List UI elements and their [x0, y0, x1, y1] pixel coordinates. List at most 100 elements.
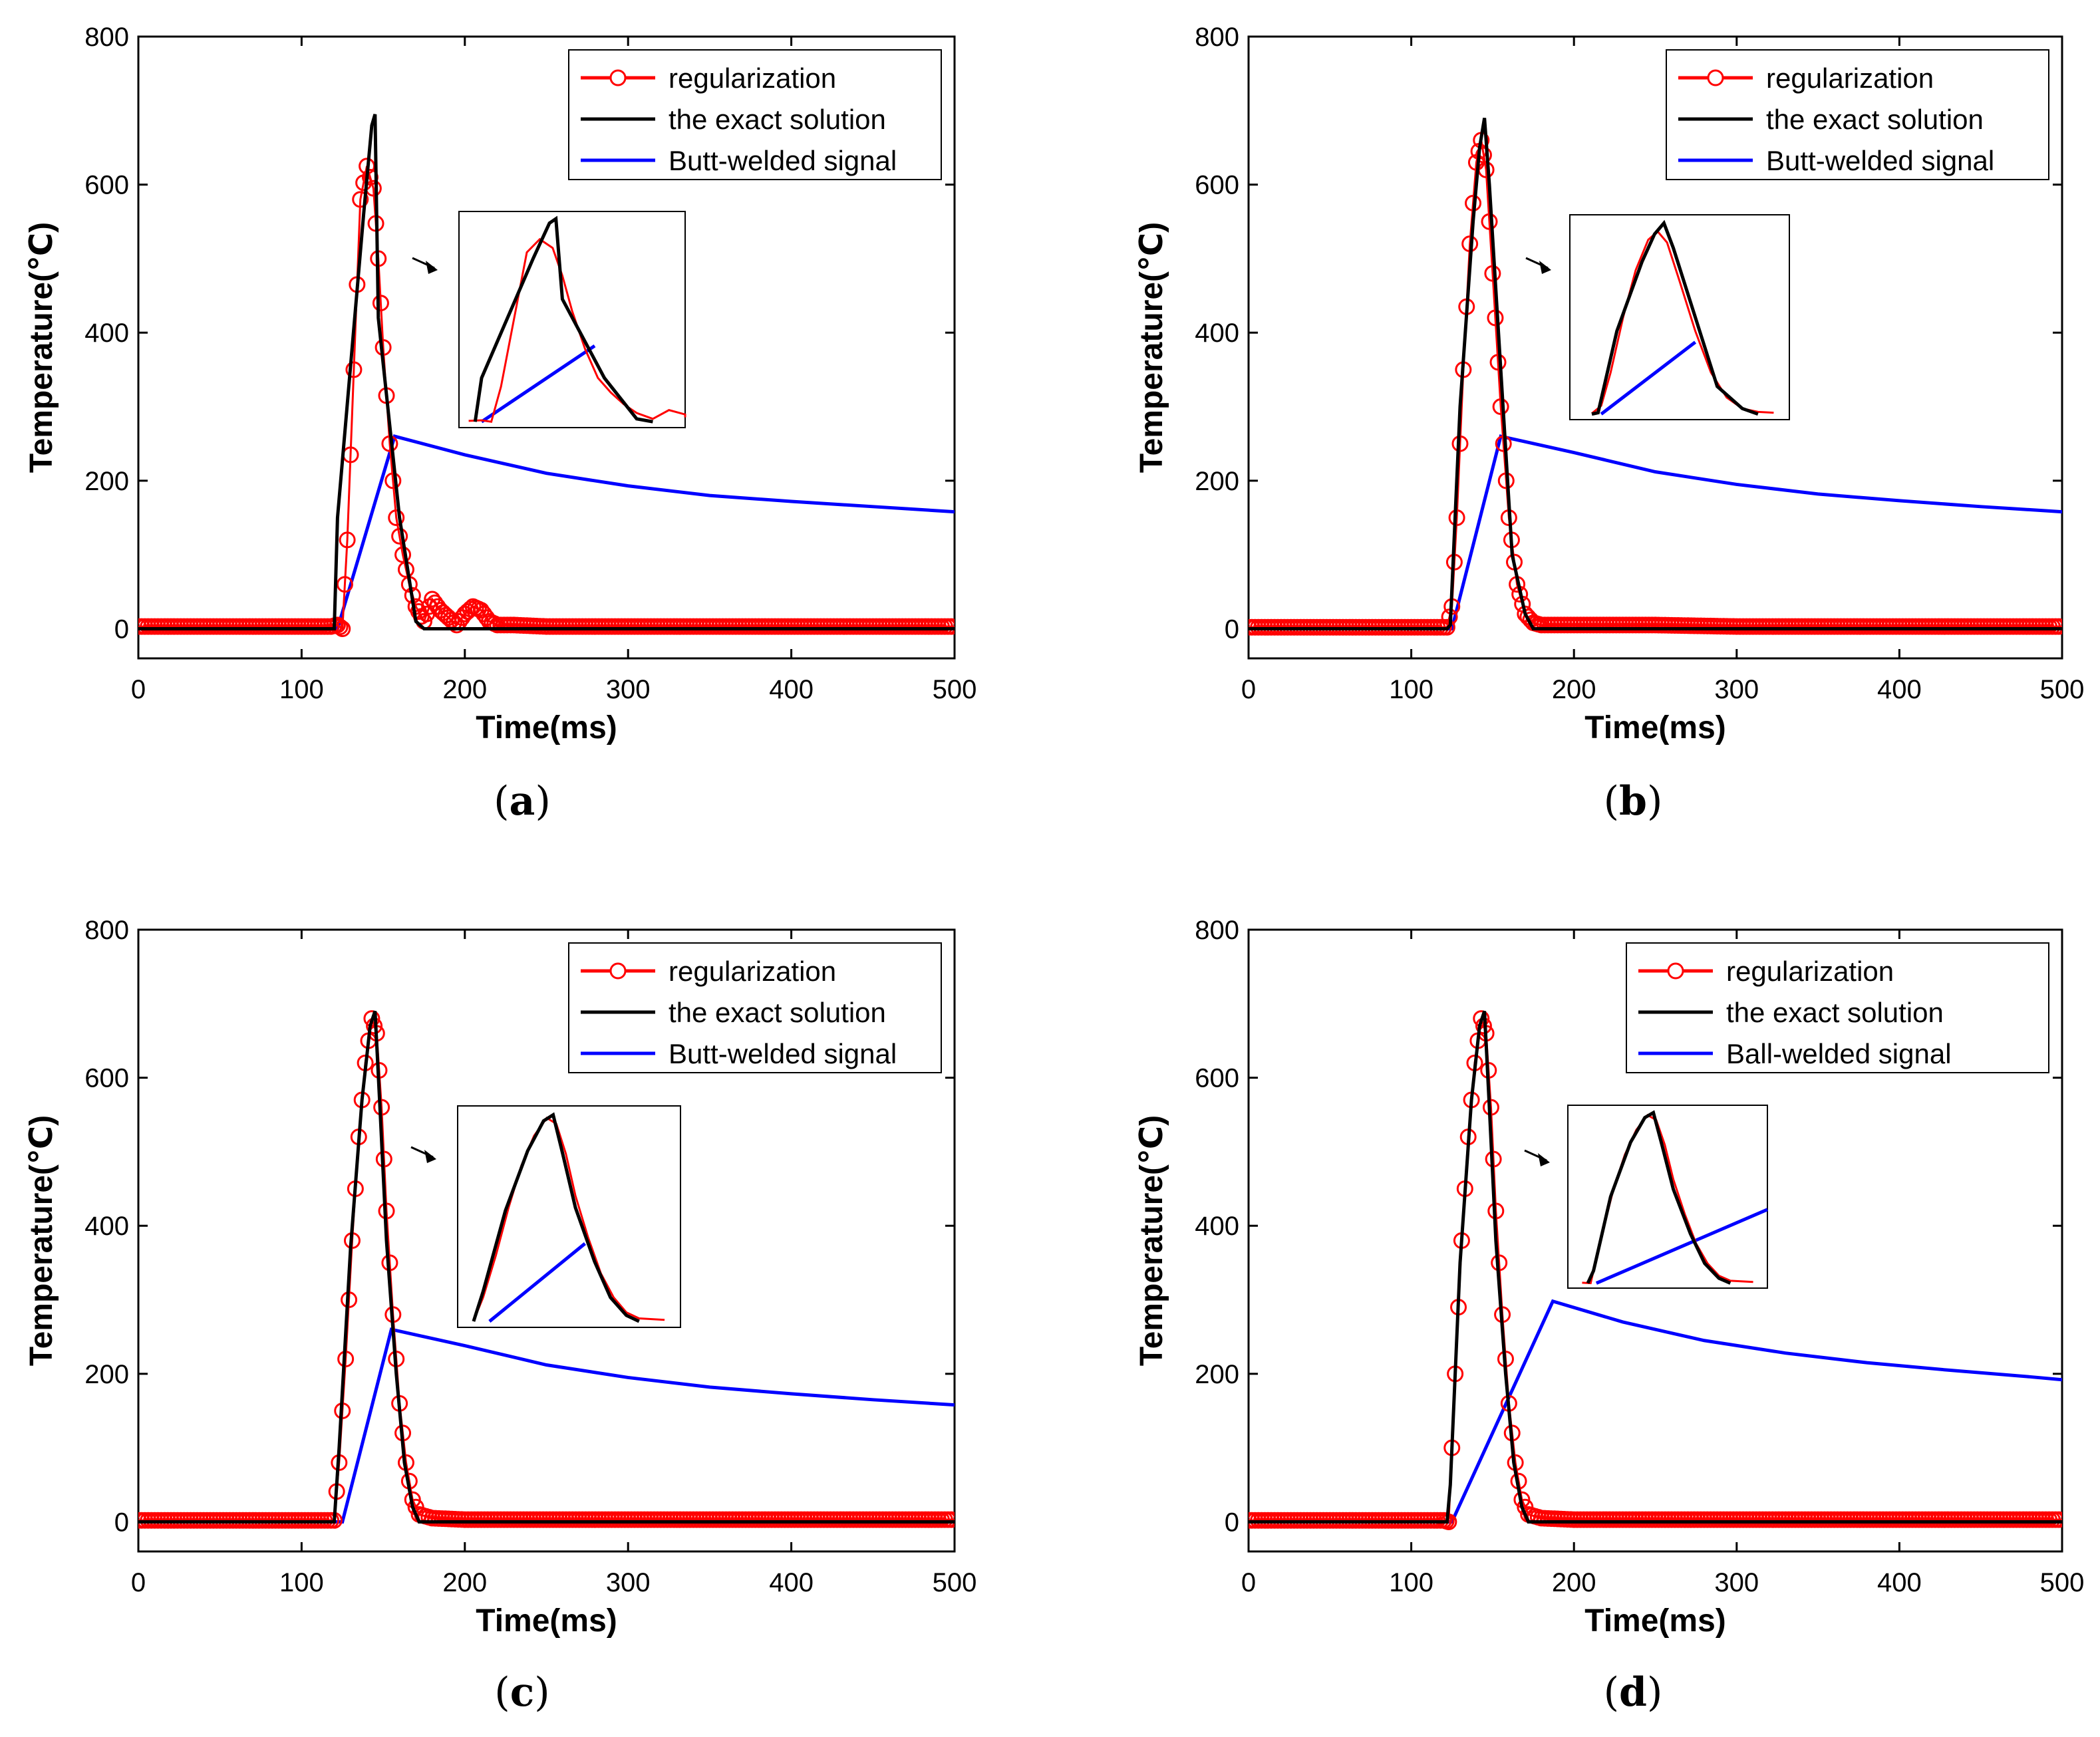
x-tick-label: 300 [1714, 1568, 1759, 1597]
chart-panel-a: 0 100 200 300 400 500 0 200 400 600 800 Time(ms) Tem… [24, 23, 976, 745]
y-tick-label: 0 [1225, 614, 1239, 644]
caption-d: (d) [1603, 1669, 1663, 1716]
inset-line [472, 1112, 640, 1323]
x-tick-label: 100 [1389, 1568, 1433, 1597]
data-point [1489, 354, 1507, 371]
chart-panel-d: 0 100 200 300 400 500 0 200 400 600 800 Time(ms) Tem… [1134, 916, 2084, 1639]
x-axis-label: Time(ms) [476, 710, 617, 745]
y-tick-label: 400 [1195, 1212, 1239, 1241]
inset-line [1586, 1110, 1731, 1285]
data-point [329, 616, 346, 634]
x-tick-label: 200 [442, 675, 487, 704]
series-line [1249, 434, 2062, 630]
x-tick-label: 100 [279, 675, 324, 704]
caption-letter-b: b [1619, 778, 1647, 825]
caption-c: (c) [494, 1669, 550, 1716]
inset [1524, 1105, 1768, 1289]
legend-box [1666, 49, 2049, 180]
data-point [391, 527, 408, 545]
y-axis-label: Temperature(℃) [24, 1115, 59, 1366]
chart-panel-b: 0 100 200 300 400 500 0 200 400 600 800 Time(ms) Tem… [1134, 23, 2084, 745]
inset-line [1600, 340, 1697, 416]
x-tick-label: 0 [1241, 1568, 1256, 1597]
legend-label: regularization [669, 956, 836, 987]
x-tick-label: 100 [1389, 675, 1433, 704]
legend-marker [1707, 69, 1724, 86]
x-axis-label: Time(ms) [1584, 1603, 1726, 1639]
y-tick-label: 400 [84, 1212, 129, 1241]
x-tick-label: 0 [131, 675, 146, 704]
x-tick-label: 400 [1877, 675, 1922, 704]
series-line [138, 1327, 955, 1524]
y-tick-label: 600 [84, 1064, 129, 1093]
y-tick-label: 800 [1195, 23, 1239, 52]
x-axis-label: Time(ms) [476, 1603, 617, 1639]
legend: regularization the exact solution Butt-wel… [568, 49, 942, 180]
x-axis-label: Time(ms) [1584, 710, 1726, 745]
inset-line [1591, 219, 1759, 416]
x-tick-label: 300 [1714, 675, 1759, 704]
legend-box [1626, 942, 2049, 1073]
x-tick-label: 200 [1552, 675, 1596, 704]
y-axis-label: Temperature(℃) [1134, 222, 1169, 473]
inset [1525, 214, 1790, 420]
caption-a: (a) [494, 778, 551, 825]
x-tick-label: 0 [1241, 675, 1256, 704]
data-point [1487, 309, 1504, 327]
y-tick-label: 800 [84, 23, 129, 52]
series-line [138, 114, 955, 630]
inset-line [1595, 1208, 1768, 1285]
legend-marker [1667, 962, 1684, 980]
caption-letter-a: a [509, 778, 535, 825]
caption-letter-d: d [1619, 1669, 1647, 1716]
y-tick-label: 200 [84, 467, 129, 496]
data-point [336, 576, 353, 593]
legend: regularization the exact solution Butt-wel… [1666, 49, 2049, 180]
legend-label: regularization [669, 63, 836, 94]
arrow-head-icon [1539, 261, 1551, 274]
chart-panel-c: 0 100 200 300 400 500 0 200 400 600 800 Time(ms) Tem… [24, 916, 976, 1639]
x-tick-label: 500 [933, 675, 977, 704]
arrow-head-icon [1538, 1153, 1550, 1166]
x-tick-label: 400 [769, 1568, 814, 1597]
y-tick-label: 200 [1195, 1360, 1239, 1389]
series-line [1249, 1299, 2062, 1524]
data-point [1481, 213, 1498, 230]
inset-line [472, 1116, 665, 1321]
inset-line [488, 1242, 587, 1323]
data-point [352, 191, 369, 208]
x-tick-label: 400 [769, 675, 814, 704]
data-point [1484, 265, 1501, 282]
x-tick-label: 100 [279, 1568, 324, 1597]
legend-marker [609, 962, 627, 980]
series-line [138, 434, 955, 630]
y-tick-label: 400 [1195, 319, 1239, 348]
legend: regularization the exact solution Butt-wel… [568, 942, 942, 1073]
legend-label: regularization [1766, 63, 1934, 94]
y-tick-label: 800 [1195, 916, 1239, 945]
inset-line [480, 344, 596, 424]
inset-line [473, 215, 653, 424]
data-point [339, 531, 356, 549]
legend: regularization the exact solution Ball-wel… [1626, 942, 2049, 1073]
legend-label: the exact solution [669, 997, 886, 1028]
y-tick-label: 600 [1195, 1064, 1239, 1093]
x-tick-label: 300 [606, 675, 651, 704]
legend-label: Butt-welded signal [669, 1038, 897, 1069]
data-point [372, 295, 389, 312]
inset [412, 211, 686, 428]
y-axis-label: Temperature(℃) [24, 222, 59, 473]
legend-marker [609, 69, 627, 86]
x-tick-label: 300 [606, 1568, 651, 1597]
inset-box [1567, 1105, 1768, 1289]
x-tick-label: 500 [2040, 675, 2085, 704]
inset [410, 1105, 681, 1328]
x-tick-label: 500 [933, 1568, 977, 1597]
y-tick-label: 600 [1195, 171, 1239, 200]
inset-line [468, 237, 686, 423]
x-tick-label: 200 [442, 1568, 487, 1597]
data-point [2050, 1511, 2062, 1528]
caption-b: (b) [1603, 778, 1663, 825]
data-point [388, 509, 405, 527]
